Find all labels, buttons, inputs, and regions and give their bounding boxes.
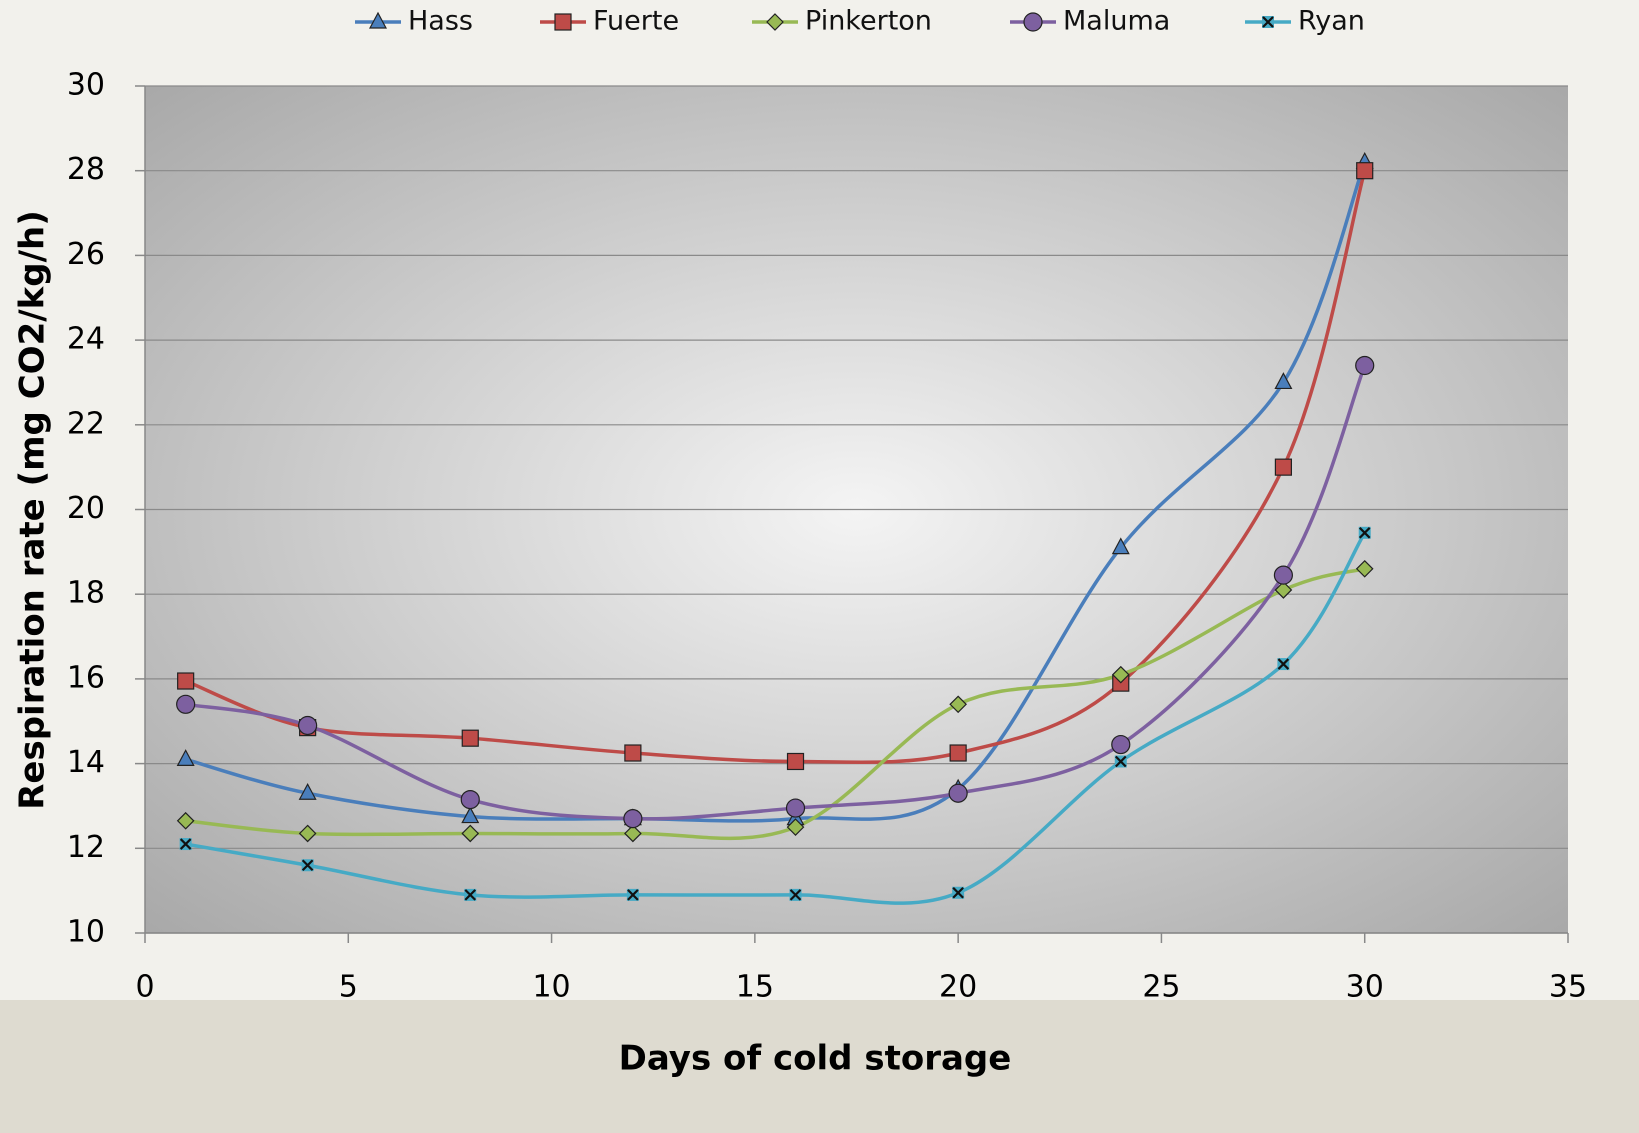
- marker: [1273, 565, 1294, 585]
- legend-label: Ryan: [1298, 6, 1365, 37]
- y-tick-label: 28: [67, 152, 105, 187]
- x-tick-label: 35: [1549, 970, 1587, 1005]
- marker: [1358, 526, 1371, 539]
- marker-cross: [627, 889, 639, 901]
- x-tick-label: 15: [736, 970, 774, 1005]
- marker: [461, 824, 480, 843]
- marker: [624, 744, 642, 762]
- marker: [298, 782, 317, 800]
- marker: [1262, 16, 1274, 28]
- marker: [1274, 581, 1293, 599]
- marker: [1111, 537, 1130, 555]
- marker: [952, 886, 965, 899]
- marker: [626, 888, 639, 901]
- marker: [1355, 355, 1375, 376]
- legend-label: Maluma: [1063, 6, 1170, 37]
- marker-cross: [464, 889, 477, 901]
- marker: [179, 838, 192, 851]
- y-tick-label: 26: [67, 237, 105, 272]
- marker: [949, 744, 967, 762]
- marker: [460, 789, 480, 810]
- marker-cross: [1114, 755, 1127, 768]
- marker: [1114, 755, 1127, 768]
- legend-label: Hass: [408, 6, 473, 37]
- y-tick-label: 12: [67, 830, 105, 865]
- marker: [1111, 734, 1131, 755]
- marker: [624, 824, 642, 843]
- y-tick-label: 10: [67, 915, 105, 950]
- marker: [786, 818, 805, 836]
- marker: [786, 752, 805, 771]
- marker: [766, 13, 784, 31]
- marker-cross: [301, 859, 314, 872]
- marker: [176, 811, 195, 830]
- marker-cross: [179, 838, 192, 850]
- marker-cross: [1277, 658, 1290, 670]
- y-tick-label: 20: [67, 491, 105, 526]
- marker: [1355, 559, 1374, 578]
- series-line: [185, 531, 1367, 905]
- series-line: [185, 161, 1367, 823]
- x-axis-label: Days of cold storage: [619, 1039, 1012, 1079]
- y-axis-label: Respiration rate (mg CO2/kg/h): [13, 210, 53, 810]
- marker: [1274, 458, 1293, 476]
- marker: [369, 11, 387, 29]
- marker-cross: [952, 886, 964, 899]
- y-tick-label: 30: [67, 68, 105, 103]
- y-tick-label: 18: [67, 576, 105, 611]
- x-tick-label: 5: [339, 970, 358, 1005]
- marker: [785, 798, 806, 818]
- marker: [554, 13, 572, 31]
- marker: [1356, 162, 1374, 180]
- marker: [1274, 372, 1293, 390]
- marker: [948, 783, 968, 803]
- footer-band: [0, 1000, 1639, 1133]
- y-tick-label: 14: [67, 745, 105, 780]
- marker: [623, 809, 643, 829]
- marker: [464, 888, 477, 901]
- marker-cross: [1358, 527, 1371, 539]
- y-tick-label: 16: [67, 660, 105, 695]
- marker: [298, 824, 317, 843]
- y-tick-label: 22: [67, 406, 105, 441]
- y-tick-label: 24: [67, 322, 105, 357]
- legend-label: Pinkerton: [805, 6, 932, 37]
- x-tick-label: 10: [532, 970, 570, 1005]
- marker: [298, 715, 318, 736]
- marker: [1023, 12, 1043, 32]
- legend-label: Fuerte: [593, 6, 679, 37]
- x-tick-label: 25: [1142, 970, 1180, 1005]
- marker: [301, 859, 314, 872]
- marker: [176, 694, 196, 714]
- x-tick-label: 20: [939, 970, 977, 1005]
- marker: [176, 749, 195, 766]
- x-tick-label: 0: [135, 970, 154, 1005]
- marker-cross: [1262, 16, 1274, 28]
- x-tick-label: 30: [1346, 970, 1384, 1005]
- marker: [1111, 665, 1130, 684]
- series-line: [185, 364, 1367, 821]
- marker: [177, 672, 195, 690]
- marker: [461, 729, 479, 747]
- marker: [949, 695, 967, 714]
- marker: [461, 806, 480, 824]
- marker-cross: [789, 889, 802, 901]
- marker: [1277, 658, 1290, 671]
- marker: [789, 888, 802, 901]
